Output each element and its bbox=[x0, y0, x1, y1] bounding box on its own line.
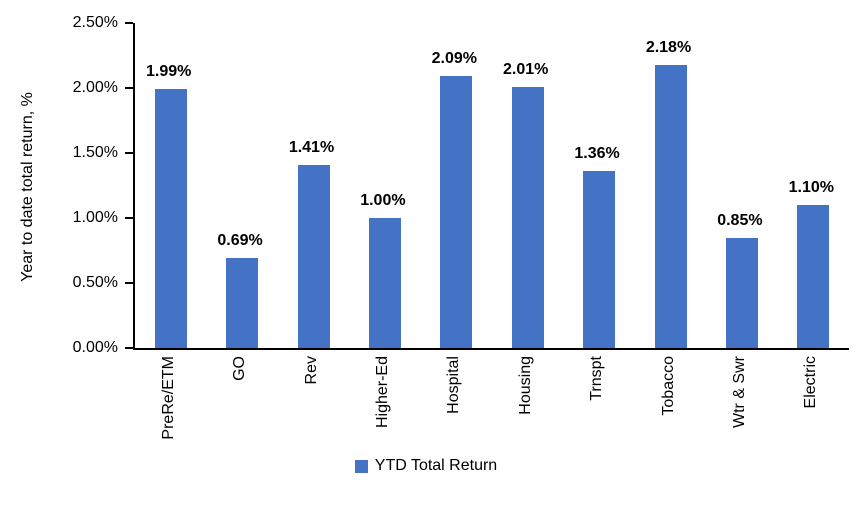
y-tick-mark bbox=[125, 22, 133, 24]
x-category-label: Higher-Ed bbox=[373, 356, 391, 429]
y-tick-mark bbox=[125, 347, 133, 349]
x-category-label: Hospital bbox=[445, 356, 463, 414]
bar-value-label: 1.10% bbox=[788, 179, 834, 196]
y-tick-mark bbox=[125, 217, 133, 219]
legend-label: YTD Total Return bbox=[374, 457, 498, 474]
bar bbox=[226, 258, 259, 348]
bar-value-label: 0.69% bbox=[217, 232, 263, 250]
x-category-label: Trnspt bbox=[588, 356, 606, 401]
y-tick-label: 0.00% bbox=[72, 339, 118, 356]
y-tick-label: 1.00% bbox=[72, 209, 118, 226]
bar-value-label: 1.00% bbox=[360, 192, 406, 209]
bar-value-label: 2.01% bbox=[503, 60, 549, 78]
y-tick-label: 1.50% bbox=[72, 144, 118, 161]
bar bbox=[583, 171, 616, 348]
x-category-label: Electric bbox=[802, 356, 820, 409]
bar bbox=[368, 218, 401, 348]
bar-value-label: 2.18% bbox=[645, 38, 692, 56]
legend: YTD Total Return bbox=[0, 457, 852, 475]
bar bbox=[654, 64, 687, 348]
x-category-label: GO bbox=[231, 356, 249, 381]
bar bbox=[511, 86, 544, 348]
y-axis-title: Year to date total return, % bbox=[19, 92, 36, 282]
x-category-label: Tobacco bbox=[659, 356, 677, 416]
y-tick-mark bbox=[125, 282, 133, 284]
y-tick-mark bbox=[125, 152, 133, 154]
bar-value-label: 0.85% bbox=[717, 211, 763, 229]
x-category-label: Rev bbox=[302, 356, 320, 385]
y-tick-mark bbox=[125, 87, 133, 89]
bar-value-label: 2.09% bbox=[431, 50, 477, 68]
bar bbox=[154, 89, 187, 348]
y-tick-label: 2.50% bbox=[72, 14, 118, 31]
bar bbox=[725, 237, 758, 348]
legend-swatch-icon bbox=[354, 459, 368, 473]
plot-area bbox=[133, 23, 849, 350]
bar bbox=[297, 164, 330, 348]
bar bbox=[440, 76, 473, 348]
bar-value-label: 1.99% bbox=[146, 63, 192, 81]
bar-value-label: 1.36% bbox=[574, 145, 620, 163]
y-tick-label: 2.00% bbox=[72, 79, 118, 96]
x-category-label: PreRe/ETM bbox=[159, 356, 177, 440]
bar-value-label: 1.41% bbox=[288, 138, 335, 156]
x-category-label: Housing bbox=[516, 356, 534, 415]
x-category-label: Wtr & Swr bbox=[730, 356, 748, 428]
y-tick-label: 0.50% bbox=[72, 274, 118, 291]
bar bbox=[797, 205, 830, 348]
